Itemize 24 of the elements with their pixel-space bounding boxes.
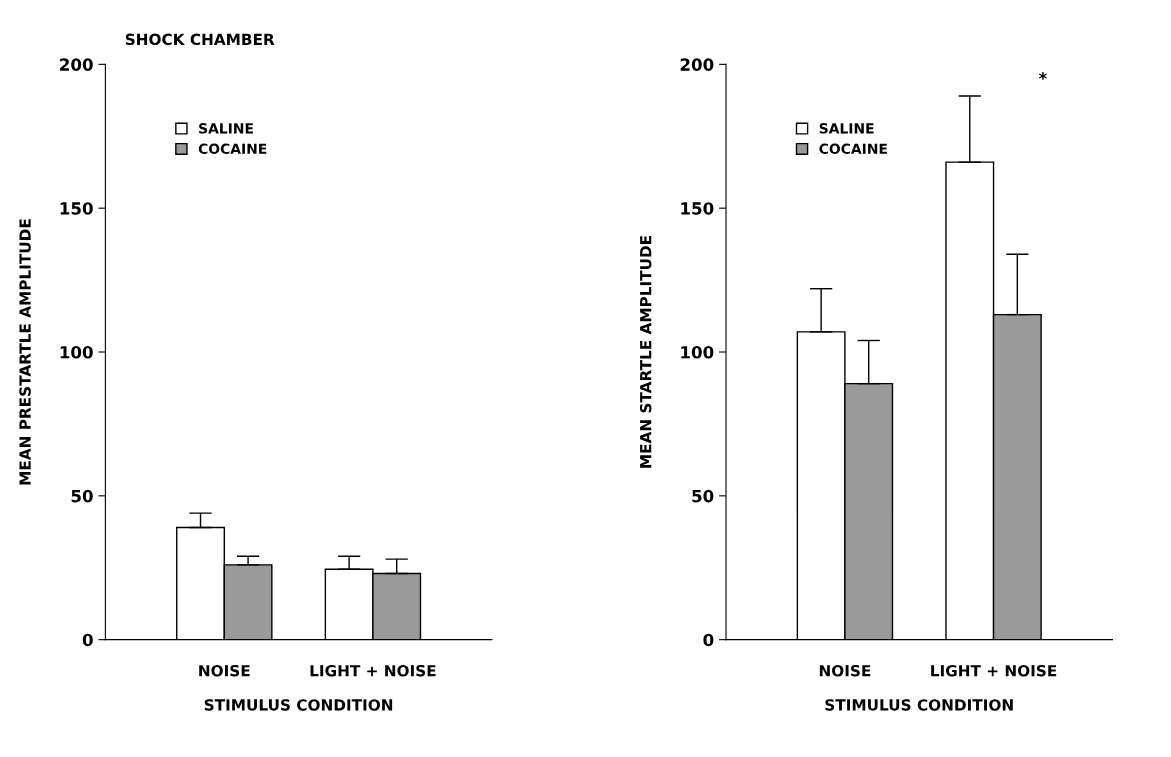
y-tick-label: 150 [681,202,714,215]
y-tick-label: 100 [60,345,93,359]
x-tick-label: LIGHT + NOISE [310,664,436,677]
y-tick-label: 150 [60,202,93,215]
annotation: * [1038,72,1047,80]
x-axis-title: STIMULUS CONDITION [825,699,1013,711]
x-tick-label: NOISE [819,664,871,677]
legend-label: COCAINE [198,143,267,155]
y-tick-label: 0 [82,633,93,647]
y-tick-label: 100 [681,345,714,359]
y-tick-label: 0 [703,633,714,647]
x-axis-title: STIMULUS CONDITION [204,699,393,711]
legend-label: SALINE [819,123,874,134]
chart-title: SHOCK CHAMBER [125,33,275,46]
y-axis-title: MEAN PRESTARTLE AMPLITUDE [19,219,31,485]
y-tick-label: 200 [60,58,93,71]
legend-label: COCAINE [819,143,887,155]
x-tick-label: NOISE [199,664,250,677]
y-tick-label: 200 [680,58,714,71]
y-tick-label: 50 [71,489,93,503]
x-tick-label: LIGHT + NOISE [931,664,1057,677]
y-axis-title: MEAN STARTLE AMPLITUDE [639,236,652,468]
legend-label: SALINE [199,123,253,134]
y-tick-label: 50 [692,489,714,503]
